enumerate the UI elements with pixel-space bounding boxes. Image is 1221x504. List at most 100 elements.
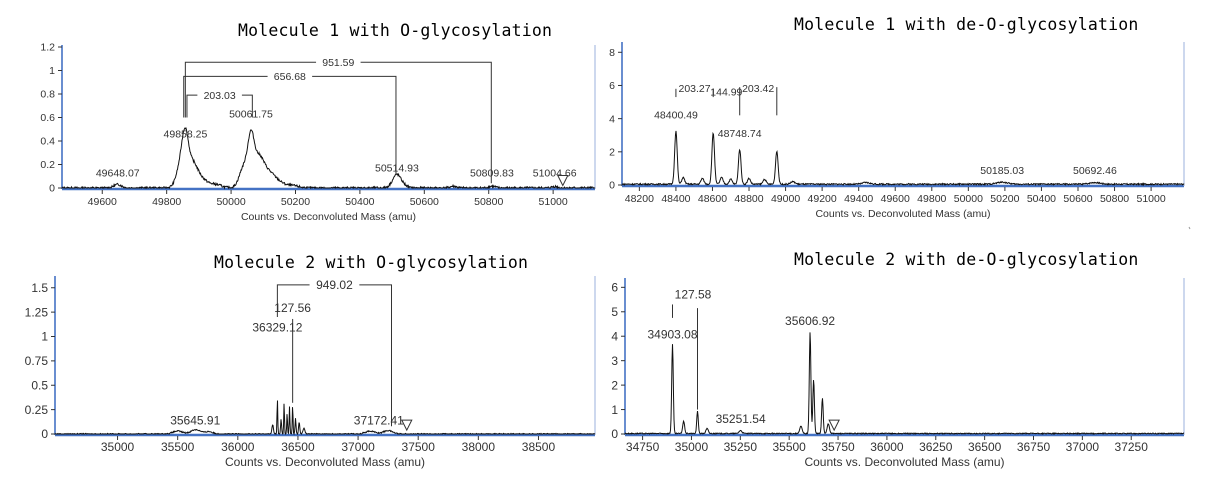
scan-marker-triangle <box>400 419 413 432</box>
x-tick-label: 48400 <box>661 193 690 205</box>
x-tick-label: 36500 <box>281 440 315 454</box>
y-tick-label: 4 <box>611 329 618 343</box>
x-tick-label: 50400 <box>1027 193 1056 205</box>
bracket-label: 656.68 <box>274 71 306 83</box>
x-tick-label: 35500 <box>772 440 806 454</box>
peak-label: 50514.93 <box>375 163 419 175</box>
delta-label: 203.42 <box>742 83 774 95</box>
peak-label: 36329.12 <box>252 321 302 335</box>
chart-title-3: Molecule 2 with O-glycosylation <box>214 253 529 272</box>
peak-label: 48748.74 <box>718 128 762 140</box>
x-axis-label: Counts vs. Deconvoluted Mass (amu) <box>804 455 1004 469</box>
peak-label: 48400.49 <box>654 110 698 122</box>
x-axis-label: Counts vs. Deconvoluted Mass (amu) <box>225 455 425 469</box>
x-tick-label: 50400 <box>345 196 374 208</box>
peak-label: 50692.46 <box>1073 165 1117 177</box>
x-tick-label: 36000 <box>870 440 904 454</box>
chart-molecule1-o-glyco: 0 0.2 0.4 0.6 0.8 1 1.2 49600 49800 50000 50200 504… <box>40 42 596 223</box>
x-tick-label: 38500 <box>522 440 556 454</box>
mass-difference-bracket <box>184 61 492 184</box>
x-axis-label: Counts vs. Deconvoluted Mass (amu) <box>815 208 990 220</box>
bracket-label: 203.03 <box>204 90 236 102</box>
x-tick-label: 50600 <box>410 196 439 208</box>
x-tick-label: 35500 <box>161 440 195 454</box>
y-tick-label: 0 <box>611 427 618 441</box>
x-tick-label: 48200 <box>625 193 654 205</box>
x-tick-label: 36000 <box>221 440 255 454</box>
y-tick-label: 2 <box>609 146 615 158</box>
delta-label: 127.56 <box>274 301 311 315</box>
y-tick-label: 1.5 <box>31 281 48 295</box>
y-tick-label: 1.2 <box>40 42 55 54</box>
y-tick-label: 8 <box>609 47 615 59</box>
bracket-label-bg <box>309 276 360 294</box>
peak-label: 50809.83 <box>470 167 514 179</box>
peak-label: 49858.25 <box>164 128 208 140</box>
x-tick-label: 35750 <box>821 440 855 454</box>
x-tick-label: 50600 <box>1063 193 1092 205</box>
peak-label: 49648.07 <box>96 167 140 179</box>
scan-marker-triangle <box>828 419 840 432</box>
y-tick-label: 0.6 <box>40 112 55 124</box>
peak-label: 35251.54 <box>716 412 766 426</box>
delta-label: 127.58 <box>675 287 712 301</box>
bracket-label-bg <box>267 69 313 84</box>
y-tick-label: 1 <box>611 403 618 417</box>
spectrum-trace <box>622 130 1185 187</box>
x-tick-label: 35000 <box>675 440 709 454</box>
x-tick-label: 34750 <box>626 440 660 454</box>
chart-molecule1-de-o-glyco: 0 2 4 6 8 48200 48400 48600 48800 49000 49200 49400… <box>609 42 1191 230</box>
peak-label: 35606.92 <box>785 314 835 328</box>
y-tick-label: 0.5 <box>31 378 48 392</box>
y-tick-label: 1 <box>49 65 55 77</box>
y-tick-label: 0.75 <box>25 354 49 368</box>
bracket-label-bg <box>197 87 242 103</box>
y-tick-label: 1.25 <box>25 305 49 319</box>
chart-title-1: Molecule 1 with O-glycosylation <box>238 21 553 40</box>
x-tick-label: 51000 <box>539 196 568 208</box>
x-tick-label: 50200 <box>281 196 310 208</box>
x-tick-label: 49800 <box>917 193 946 205</box>
y-tick-label: 0 <box>49 183 55 195</box>
spectrum-trace <box>624 332 1185 435</box>
x-tick-label: 49400 <box>844 193 873 205</box>
y-tick-label: 0.25 <box>25 403 49 417</box>
y-tick-label: 1 <box>41 330 48 344</box>
y-tick-label: 3 <box>611 354 618 368</box>
x-tick-label: 35000 <box>101 440 135 454</box>
x-tick-label: 37250 <box>1115 440 1149 454</box>
chart-title-4: Molecule 2 with de-O-glycosylation <box>794 250 1139 269</box>
delta-label: 203.27 <box>678 83 710 95</box>
x-tick-label: 37000 <box>1066 440 1100 454</box>
y-tick-label: 4 <box>609 113 615 125</box>
peak-label: 50061.75 <box>229 109 273 121</box>
y-tick-label: 0 <box>609 180 615 192</box>
x-tick-label: 50000 <box>954 193 983 205</box>
x-tick-label: 37500 <box>402 440 436 454</box>
x-tick-label: 35250 <box>724 440 758 454</box>
y-tick-label: 2 <box>611 378 618 392</box>
spectrum-trace <box>54 400 596 436</box>
x-tick-label: 36250 <box>919 440 953 454</box>
y-tick-label: 6 <box>609 80 615 92</box>
x-axis-label: Counts vs. Deconvoluted Mass (amu) <box>241 211 416 223</box>
chart-molecule2-de-o-glyco: 0 1 2 3 4 5 6 34750 35000 35250 35500 35750 36000 362… <box>611 278 1185 469</box>
peak-label: 34903.08 <box>647 328 697 342</box>
chart-molecule2-o-glyco: 0 0.25 0.5 0.75 1 1.25 1.5 35000 35500 36000 36500… <box>25 276 596 469</box>
y-tick-label: 0.8 <box>40 89 55 101</box>
delta-label: 144.99 <box>710 86 742 98</box>
y-tick-label: 0.4 <box>40 136 55 148</box>
x-tick-label: 49800 <box>152 196 181 208</box>
peak-label: 50185.03 <box>980 165 1024 177</box>
peak-label: 37172.41 <box>354 413 404 427</box>
chart-title-2: Molecule 1 with de-O-glycosylation <box>794 15 1139 34</box>
bracket-label-bg <box>316 54 361 70</box>
x-tick-label: 37000 <box>341 440 375 454</box>
bracket-label: 949.02 <box>316 278 353 292</box>
x-tick-label: 50800 <box>1100 193 1129 205</box>
x-tick-label: 38000 <box>462 440 496 454</box>
bracket-label: 951.59 <box>322 57 354 69</box>
x-tick-label: 49600 <box>881 193 910 205</box>
peak-label: 35645.91 <box>170 413 220 427</box>
